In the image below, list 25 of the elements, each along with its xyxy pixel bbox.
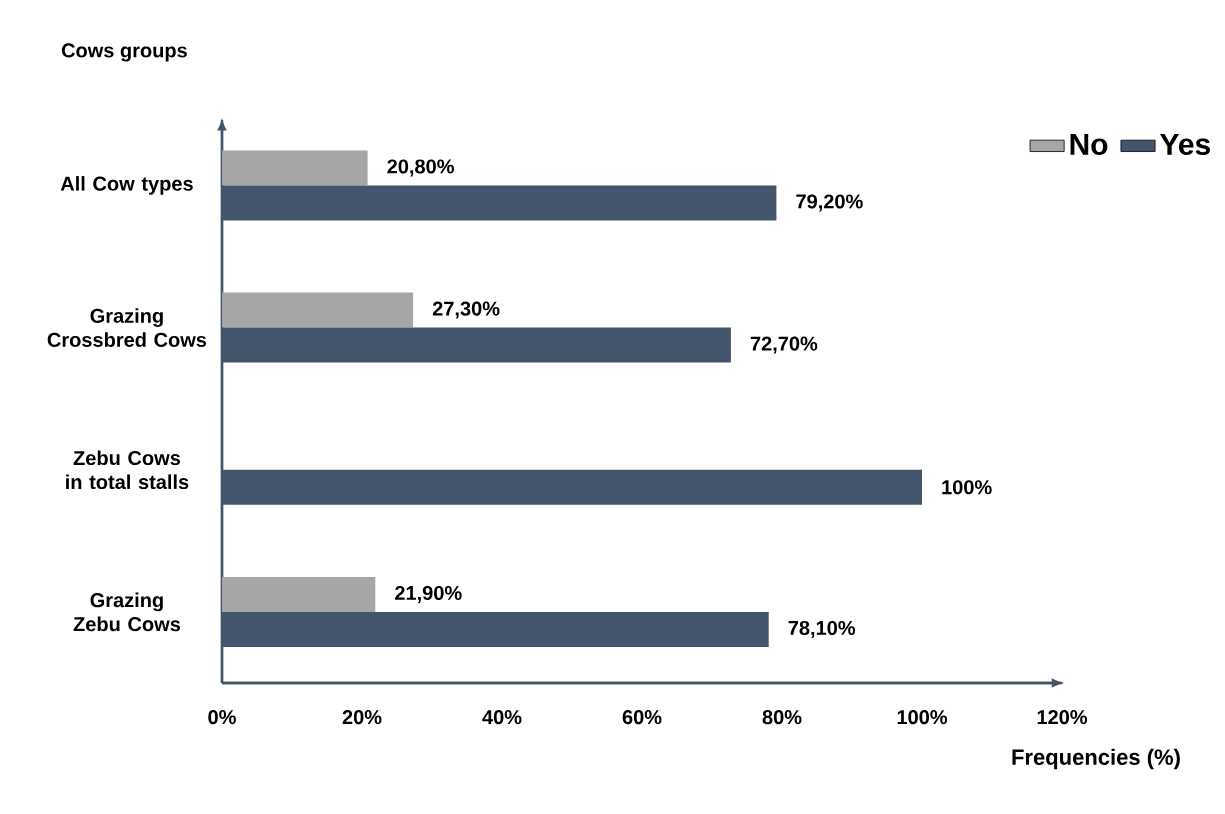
data-label: 27,30%: [432, 301, 500, 319]
x-tick-label: 80%: [762, 710, 802, 725]
data-label: 79,20%: [796, 194, 863, 212]
x-tick-label: 100%: [897, 710, 948, 725]
x-axis-title: Frequencies (%): [1012, 748, 1180, 770]
x-tick-label: 0%: [208, 710, 236, 725]
legend-label: Yes: [1159, 134, 1210, 155]
bar: [222, 576, 376, 612]
y-tick-label: All Cow types: [60, 176, 193, 195]
y-tick-label: Grazing Crossbred Cows: [47, 308, 207, 347]
y-tick-label: Grazing Zebu Cows: [73, 592, 181, 632]
legend-label: No: [1070, 134, 1108, 155]
data-label: 78,10%: [788, 620, 856, 638]
y-axis-title: Cows groups: [61, 43, 187, 62]
x-tick-label: 20%: [342, 710, 382, 725]
bar: [222, 150, 368, 186]
data-label: 20,80%: [387, 159, 454, 177]
x-tick-label: 40%: [482, 710, 522, 725]
data-label: 100%: [942, 480, 992, 495]
bar: [222, 292, 414, 328]
x-tick-label: 120%: [1037, 710, 1088, 725]
data-label: 21,90%: [395, 585, 462, 603]
x-tick-label: 60%: [622, 710, 662, 725]
data-label: 72,70%: [750, 336, 818, 354]
y-tick-label: Zebu Cows in total stalls: [66, 450, 189, 490]
